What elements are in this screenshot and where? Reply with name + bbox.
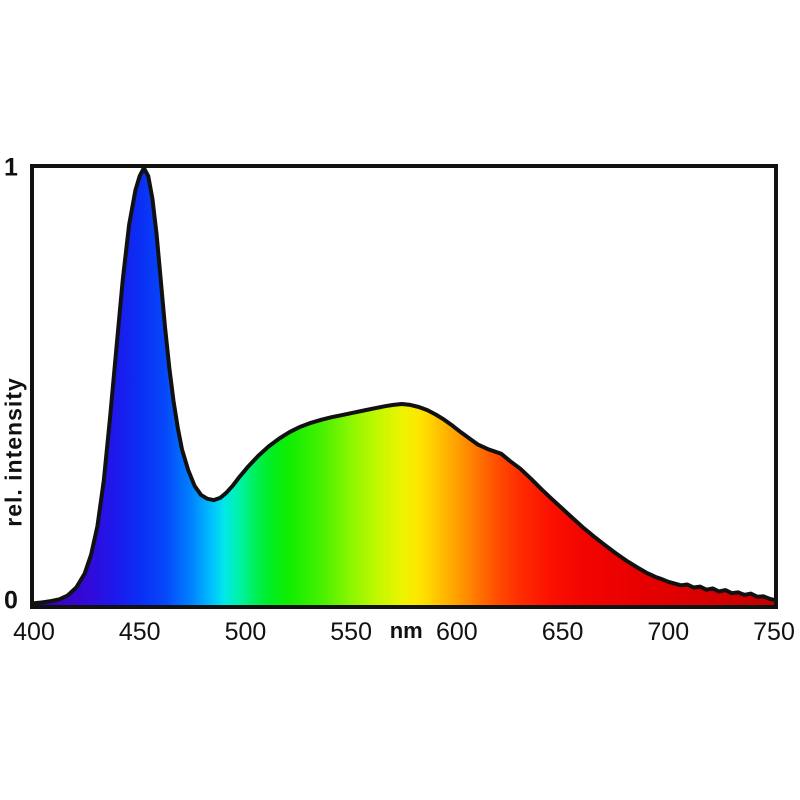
- x-axis-labels: 400 450 500 550 nm 600 650 700 750: [13, 617, 795, 651]
- y-axis-title: rel. intensity: [0, 377, 27, 527]
- x-tick-label: 650: [541, 618, 584, 646]
- y-tick-label-max: 1: [4, 153, 18, 182]
- x-tick-label: 450: [118, 618, 161, 646]
- x-tick-label: 700: [647, 618, 690, 646]
- spectrum-area: [34, 168, 774, 605]
- x-tick-label: 750: [753, 618, 795, 646]
- y-tick-label-min: 0: [4, 586, 18, 615]
- x-tick-label: 400: [13, 618, 55, 646]
- x-tick-label: 500: [224, 618, 267, 646]
- x-tick-label: 550: [330, 618, 372, 646]
- x-tick-label: 600: [435, 618, 478, 646]
- x-axis-unit-label: nm: [389, 618, 423, 643]
- plot-frame: [30, 164, 778, 609]
- spectrum-chart: [34, 168, 774, 605]
- spectrum-curve: [34, 168, 774, 605]
